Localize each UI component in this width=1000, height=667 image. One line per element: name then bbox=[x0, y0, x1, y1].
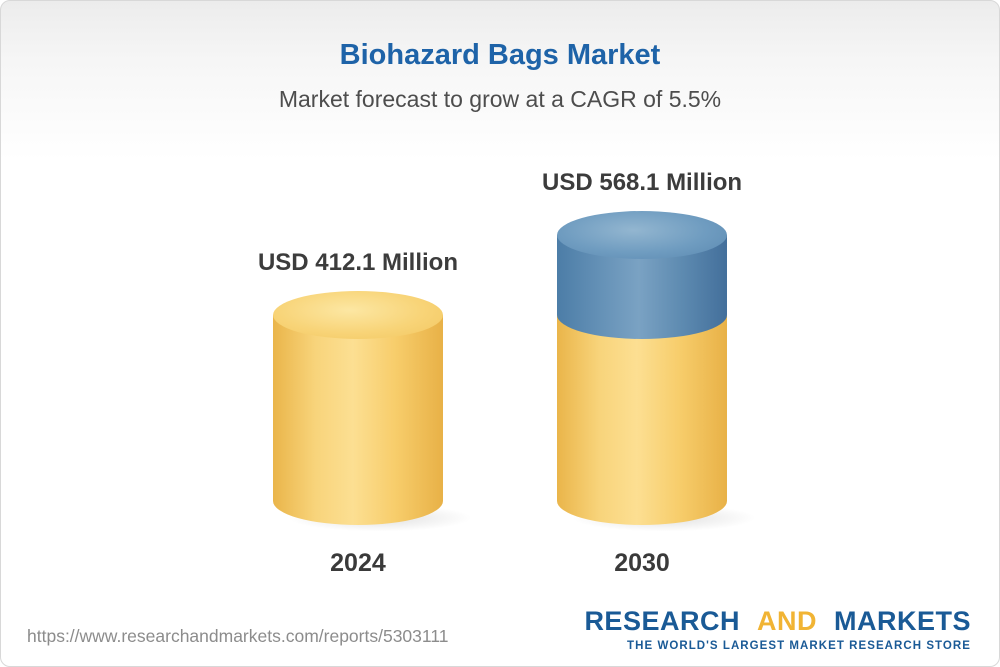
cylinder-top-face bbox=[557, 211, 728, 259]
bar-column-2024: USD 412.1 Million 2024 bbox=[257, 248, 475, 578]
cylinder-bar-chart: USD 412.1 Million 2024 USD 568.1 Million… bbox=[1, 169, 999, 578]
chart-header: Biohazard Bags Market Market forecast to… bbox=[1, 1, 999, 113]
logo-word-research: RESEARCH bbox=[584, 606, 740, 636]
cylinder-body-2024 bbox=[272, 314, 443, 525]
report-url: https://www.researchandmarkets.com/repor… bbox=[27, 626, 449, 646]
value-label-2030: USD 568.1 Million bbox=[542, 169, 743, 196]
logo-tagline: THE WORLD'S LARGEST MARKET RESEARCH STOR… bbox=[627, 640, 971, 652]
logo-word-markets: MARKETS bbox=[834, 606, 971, 636]
logo-word-and: AND bbox=[756, 606, 817, 636]
bar-2024 bbox=[272, 290, 475, 532]
value-label-2024: USD 412.1 Million bbox=[257, 248, 458, 276]
logo-wordmark: RESEARCH AND MARKETS bbox=[584, 606, 971, 637]
research-and-markets-logo: RESEARCH AND MARKETS THE WORLD'S LARGEST… bbox=[584, 606, 971, 652]
cylinder-top-face bbox=[272, 290, 443, 339]
page-subtitle: Market forecast to grow at a CAGR of 5.5… bbox=[278, 86, 722, 112]
page-title: Biohazard Bags Market bbox=[339, 39, 661, 71]
bar-column-2030: USD 568.1 Million 2030 bbox=[542, 169, 760, 578]
category-label-2024: 2024 bbox=[330, 548, 386, 577]
category-label-2030: 2030 bbox=[614, 548, 670, 577]
cylinder-base-segment-2030 bbox=[557, 314, 728, 525]
bar-2030 bbox=[557, 211, 760, 532]
